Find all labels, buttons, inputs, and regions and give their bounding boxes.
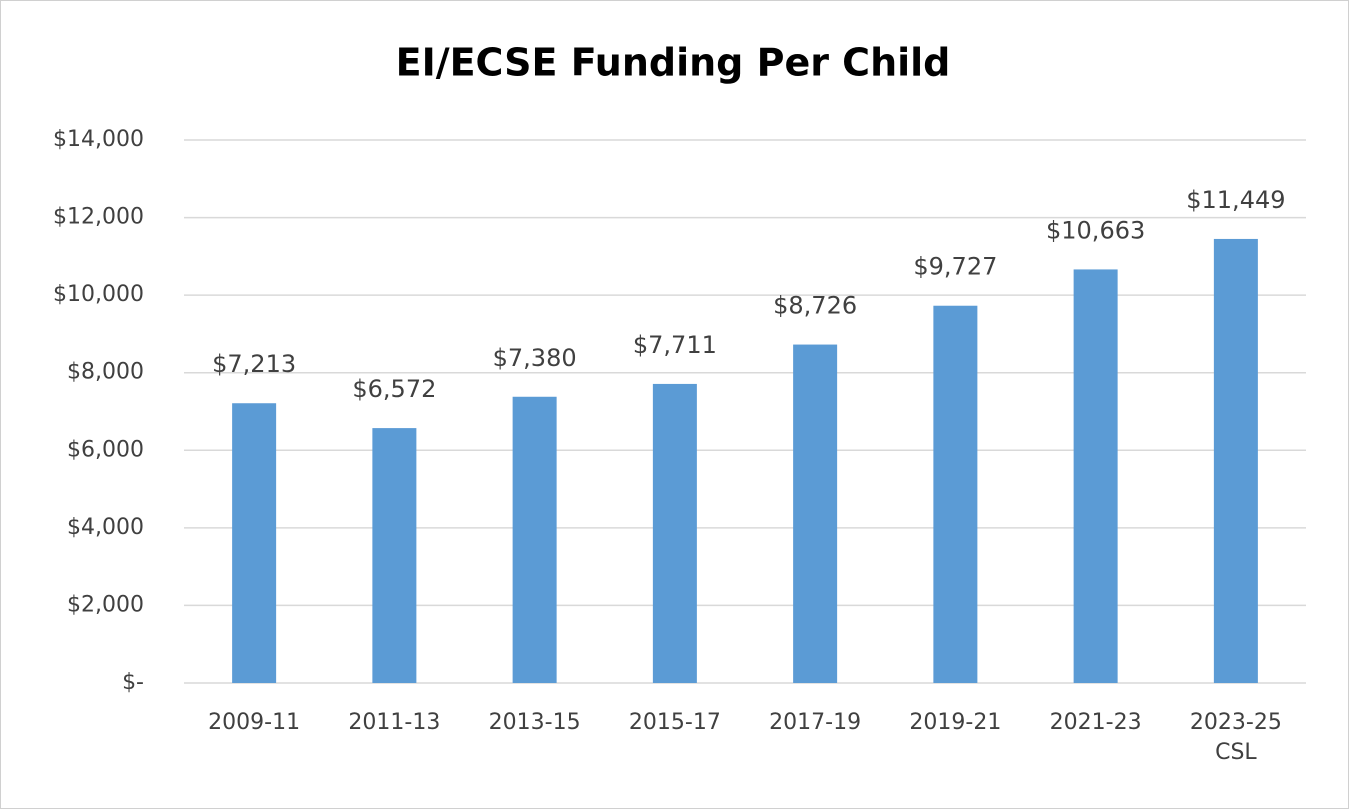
data-label: $8,726 [773, 292, 857, 320]
x-tick-label: 2015-17 [628, 710, 721, 735]
chart-title: EI/ECSE Funding Per Child [396, 41, 951, 85]
x-tick-label: 2009-11 [208, 710, 301, 735]
bar [933, 305, 978, 683]
y-tick-label: $2,000 [67, 592, 144, 617]
bar [1213, 238, 1258, 683]
x-tick-label: 2017-19 [769, 710, 862, 735]
data-label: $9,727 [913, 253, 997, 281]
bar [793, 344, 838, 683]
y-tick-label: $10,000 [53, 282, 144, 307]
y-tick-label: $6,000 [67, 437, 144, 462]
y-tick-label: $12,000 [53, 205, 144, 230]
y-tick-label: $8,000 [67, 360, 144, 385]
x-tick-label: 2013-15 [488, 710, 581, 735]
y-tick-label: $- [122, 670, 144, 695]
bar [232, 403, 277, 683]
data-label: $10,663 [1046, 216, 1145, 244]
x-tick-label: 2023-25 CSL [1189, 710, 1282, 765]
bar [512, 396, 557, 683]
data-label: $6,572 [352, 375, 436, 403]
bar [652, 383, 697, 683]
data-label: $7,711 [633, 331, 717, 359]
x-tick-label: 2021-23 [1049, 710, 1142, 735]
data-label: $11,449 [1186, 186, 1285, 214]
data-label: $7,213 [212, 350, 296, 378]
y-tick-label: $4,000 [67, 515, 144, 540]
bar [1073, 269, 1118, 683]
bar [372, 428, 417, 683]
x-tick-label: 2019-21 [909, 710, 1002, 735]
x-tick-label: 2011-13 [348, 710, 441, 735]
y-tick-label: $14,000 [53, 127, 144, 152]
data-label: $7,380 [493, 344, 577, 372]
